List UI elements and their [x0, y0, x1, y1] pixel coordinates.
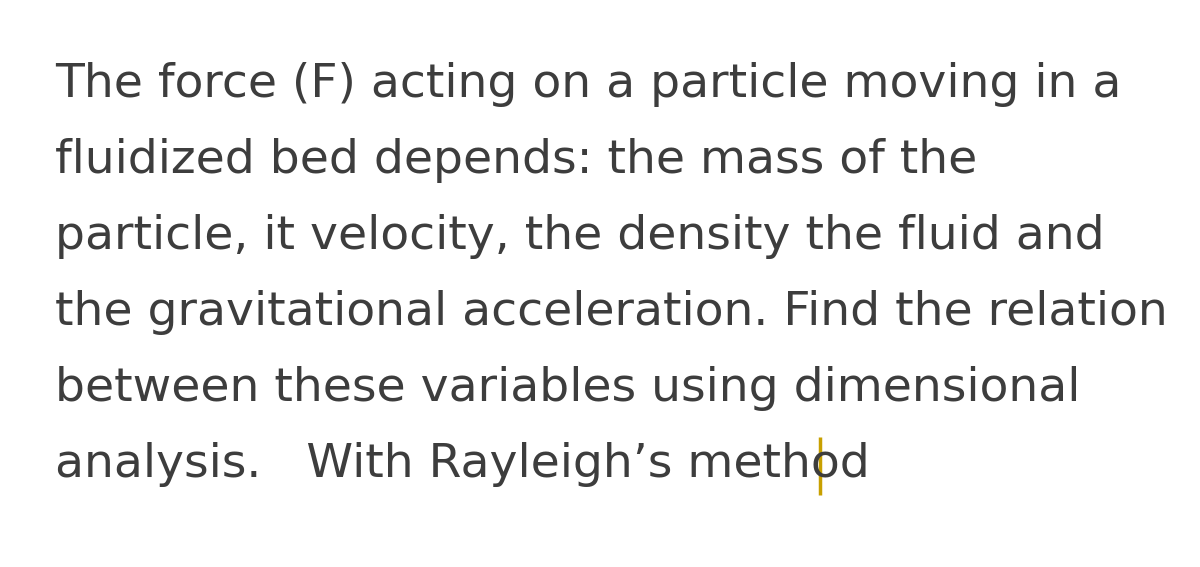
Text: between these variables using dimensional: between these variables using dimensiona…	[55, 366, 1080, 411]
Text: analysis.   With Rayleigh’s method: analysis. With Rayleigh’s method	[55, 442, 870, 487]
Text: The force (F) acting on a particle moving in a: The force (F) acting on a particle movin…	[55, 62, 1121, 107]
Text: fluidized bed depends: the mass of the: fluidized bed depends: the mass of the	[55, 138, 977, 183]
Text: the gravitational acceleration. Find the relation: the gravitational acceleration. Find the…	[55, 290, 1168, 335]
Text: particle, it velocity, the density the fluid and: particle, it velocity, the density the f…	[55, 214, 1105, 259]
